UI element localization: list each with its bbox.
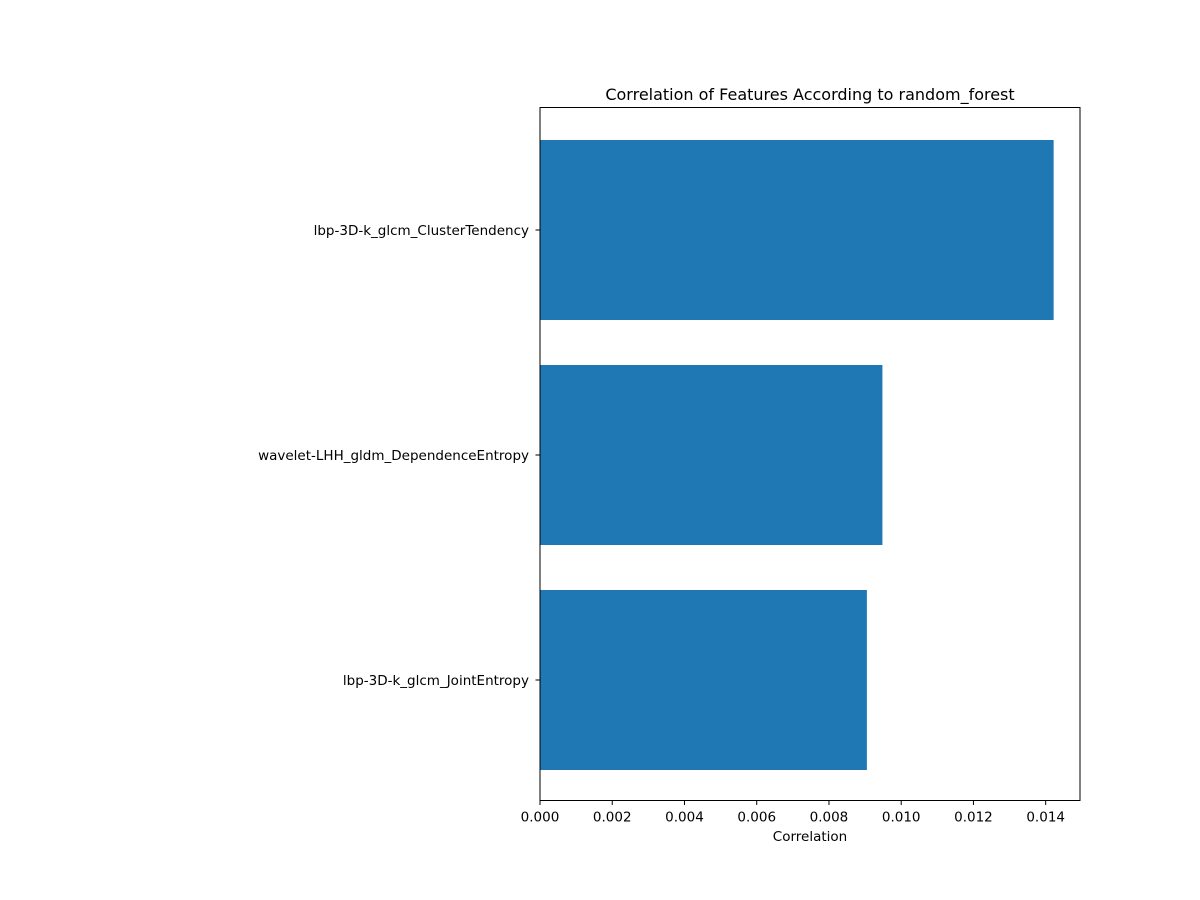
x-tick-label-5: 0.010 bbox=[882, 810, 921, 826]
y-tick-label-2: lbp-3D-k_glcm_JointEntropy bbox=[343, 673, 529, 689]
x-tick-label-7: 0.014 bbox=[1026, 810, 1065, 826]
x-tick-label-2: 0.004 bbox=[665, 810, 704, 826]
bars bbox=[540, 140, 1054, 770]
x-tick-label-1: 0.002 bbox=[593, 810, 632, 826]
y-tick-label-1: wavelet-LHH_gldm_DependenceEntropy bbox=[258, 448, 529, 464]
x-tick-label-6: 0.012 bbox=[954, 810, 993, 826]
x-axis-label: Correlation bbox=[773, 829, 847, 845]
chart-title: Correlation of Features According to ran… bbox=[605, 85, 1014, 105]
x-tick-label-3: 0.006 bbox=[737, 810, 776, 826]
x-axis-ticks: 0.000 0.002 0.004 0.006 0.008 0.010 0.012 0.014 bbox=[521, 800, 1065, 826]
y-tick-label-0: lbp-3D-k_glcm_ClusterTendency bbox=[314, 223, 529, 239]
bar-2 bbox=[540, 590, 867, 770]
bar-1 bbox=[540, 365, 883, 545]
bar-0 bbox=[540, 140, 1054, 320]
x-tick-label-0: 0.000 bbox=[521, 810, 560, 826]
y-axis-ticks: lbp-3D-k_glcm_ClusterTendency wavelet-LHH… bbox=[258, 223, 540, 689]
x-tick-label-4: 0.008 bbox=[810, 810, 849, 826]
plot-frame bbox=[539, 107, 1081, 801]
